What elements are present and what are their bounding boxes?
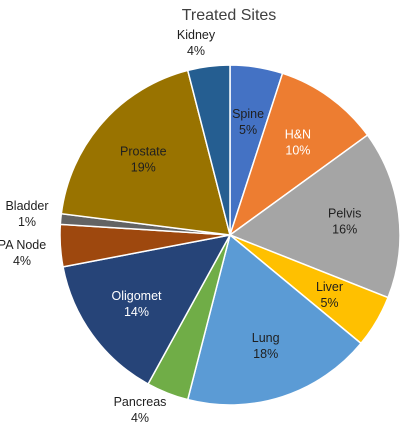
pie-label-value: 14% bbox=[124, 305, 149, 319]
pie-label-name: H&N bbox=[285, 128, 311, 142]
pie-label-bladder: Bladder 1% bbox=[5, 199, 48, 229]
pie-slice-oligomet bbox=[62, 233, 232, 385]
pie-slice-prostate bbox=[60, 69, 232, 236]
pie-label-value: 10% bbox=[285, 144, 310, 158]
pie-slice-pelvis bbox=[228, 134, 400, 299]
pie-labels: Spine 5% H&N 10% Pelvis 16% Liver 5% Lung 18% Panc… bbox=[0, 28, 361, 425]
pie-label-value: 5% bbox=[320, 296, 338, 310]
pie-label-name: PA Node bbox=[0, 238, 46, 252]
pie-slice-lung bbox=[186, 233, 363, 406]
pie-label-value: 5% bbox=[239, 123, 257, 137]
pie-label-pa-node: PA Node 4% bbox=[0, 238, 46, 268]
pie-label-name: Kidney bbox=[177, 28, 216, 42]
pie-label-pelvis: Pelvis 16% bbox=[328, 207, 361, 237]
pie-label-name: Pancreas bbox=[114, 395, 167, 409]
pie-label-value: 4% bbox=[187, 44, 205, 58]
pie-slices bbox=[59, 64, 400, 406]
pie-label-value: 19% bbox=[131, 161, 156, 175]
pie-label-value: 4% bbox=[13, 254, 31, 268]
pie-label-pancreas: Pancreas 4% bbox=[114, 395, 167, 425]
pie-label-h-n: H&N 10% bbox=[285, 128, 311, 158]
pie-label-name: Spine bbox=[232, 107, 264, 121]
pie-label-name: Lung bbox=[252, 331, 280, 345]
pie-label-name: Bladder bbox=[5, 199, 48, 213]
pie-label-value: 18% bbox=[253, 347, 278, 361]
pie-label-value: 16% bbox=[332, 223, 357, 237]
pie-label-value: 1% bbox=[18, 215, 36, 229]
pie-label-name: Pelvis bbox=[328, 207, 361, 221]
pie-label-prostate: Prostate 19% bbox=[120, 145, 167, 175]
pie-label-oligomet: Oligomet 14% bbox=[111, 289, 162, 319]
pie-slice-h-n bbox=[228, 72, 369, 237]
pie-label-value: 4% bbox=[131, 411, 149, 425]
pie-label-name: Oligomet bbox=[111, 289, 162, 303]
pie-label-lung: Lung 18% bbox=[252, 331, 280, 361]
pie-label-name: Liver bbox=[316, 280, 343, 294]
pie-label-liver: Liver 5% bbox=[316, 280, 343, 310]
pie-label-spine: Spine 5% bbox=[232, 107, 264, 137]
pie-slice-kidney bbox=[186, 64, 231, 236]
pie-label-name: Prostate bbox=[120, 145, 167, 159]
pie-label-kidney: Kidney 4% bbox=[177, 28, 216, 58]
chart-title: Treated Sites bbox=[182, 7, 277, 24]
